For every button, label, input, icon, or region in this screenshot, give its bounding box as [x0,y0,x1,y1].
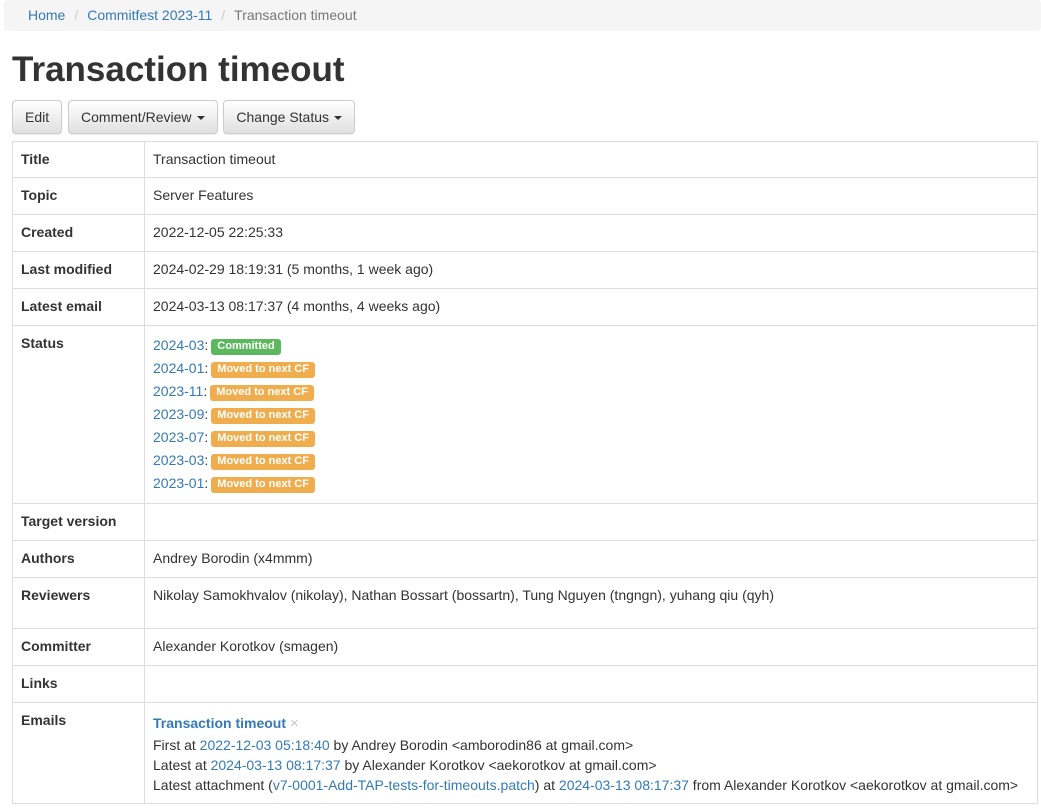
email-first-date-link[interactable]: 2022-12-03 05:18:40 [199,736,330,753]
status-badge: Moved to next CF [211,454,315,471]
email-attachment-line: Latest attachment (v7-0001-Add-TAP-tests… [153,775,1029,795]
table-row-status: Status 2024-03: Committed 2024-01: Moved t… [12,325,1038,505]
table-row-last-modified: Last modified 2024-02-29 18:19:31 (5 mon… [12,251,1038,290]
email-attachment-date-link[interactable]: 2024-03-13 08:17:37 [558,776,689,793]
table-row-target-version: Target version [12,503,1038,542]
colon: : [204,452,209,469]
table-row-reviewers: Reviewers Nikolay Samokhvalov (nikolay),… [12,577,1038,630]
email-attachment-mid: ) at [534,776,559,793]
row-value-target-version [144,503,1038,542]
cf-link[interactable]: 2023-01 [153,475,205,492]
email-thread-header: Transaction timeout × [153,713,1029,734]
table-row-emails: Emails Transaction timeout × First at 202… [12,702,1038,804]
status-entry: 2024-03: Committed [153,334,1029,357]
colon: : [204,429,209,446]
cf-link[interactable]: 2024-03 [153,337,205,354]
table-row-authors: Authors Andrey Borodin (x4mmm) [12,540,1038,579]
row-label-reviewers: Reviewers [12,577,145,630]
row-value-title: Transaction timeout [144,140,1038,179]
breadcrumb-home-link[interactable]: Home [28,6,66,23]
row-value-reviewers: Nikolay Samokhvalov (nikolay), Nathan Bo… [144,577,1038,630]
row-value-committer: Alexander Korotkov (smagen) [144,628,1038,667]
row-value-links [144,665,1038,704]
status-entry: 2023-11: Moved to next CF [153,380,1029,403]
table-row-title: Title Transaction timeout [12,140,1038,179]
toolbar: Edit Comment/Review Change Status [12,99,1029,134]
row-value-emails: Transaction timeout × First at 2022-12-03… [144,702,1038,804]
comment-review-button[interactable]: Comment/Review [68,99,218,134]
colon: : [204,475,209,492]
main-content: Transaction timeout Edit Comment/Review … [0,50,1041,804]
cf-link[interactable]: 2023-07 [153,429,205,446]
colon: : [204,360,209,377]
email-latest-line: Latest at 2024-03-13 08:17:37 by Alexand… [153,755,1029,775]
email-latest-prefix: Latest at [153,756,211,773]
page-title: Transaction timeout [12,50,345,89]
colon: : [203,383,208,400]
close-icon[interactable]: × [290,715,299,733]
status-entry: 2023-09: Moved to next CF [153,403,1029,426]
row-label-emails: Emails [12,702,145,804]
colon: : [204,406,209,423]
table-row-topic: Topic Server Features [12,177,1038,216]
cf-link[interactable]: 2023-11 [153,383,204,400]
row-label-latest-email: Latest email [12,288,145,327]
email-latest-date-link[interactable]: 2024-03-13 08:17:37 [210,756,341,773]
status-badge: Moved to next CF [210,385,314,402]
row-value-created: 2022-12-05 22:25:33 [144,214,1038,253]
change-status-label: Change Status [236,108,330,125]
row-value-status: 2024-03: Committed 2024-01: Moved to next … [144,325,1038,505]
edit-button[interactable]: Edit [12,99,63,134]
attachment-link[interactable]: v7-0001-Add-TAP-tests-for-timeouts.patch [272,776,535,793]
row-value-last-modified: 2024-02-29 18:19:31 (5 months, 1 week ag… [144,251,1038,290]
breadcrumb: Home / Commitfest 2023-11 / Transaction … [4,0,1041,31]
cf-link[interactable]: 2023-09 [153,406,205,423]
row-label-target-version: Target version [12,503,145,542]
status-badge: Moved to next CF [211,431,315,448]
status-entry: 2023-01: Moved to next CF [153,472,1029,495]
breadcrumb-current: Transaction timeout [234,6,357,23]
comment-review-label: Comment/Review [81,108,192,125]
table-row-created: Created 2022-12-05 22:25:33 [12,214,1038,253]
breadcrumb-commitfest-link[interactable]: Commitfest 2023-11 [87,6,213,23]
row-value-latest-email: 2024-03-13 08:17:37 (4 months, 4 weeks a… [144,288,1038,327]
caret-down-icon [196,115,205,120]
breadcrumb-separator: / [221,6,226,23]
email-thread-link[interactable]: Transaction timeout [153,715,287,732]
row-value-topic: Server Features [144,177,1038,216]
status-badge: Committed [211,339,281,356]
email-first-line: First at 2022-12-03 05:18:40 by Andrey B… [153,735,1029,755]
row-label-topic: Topic [12,177,145,216]
email-attachment-prefix: Latest attachment ( [153,776,273,793]
cf-link[interactable]: 2024-01 [153,360,205,377]
status-entry: 2024-01: Moved to next CF [153,357,1029,380]
table-row-committer: Committer Alexander Korotkov (smagen) [12,628,1038,667]
row-label-committer: Committer [12,628,145,667]
change-status-button[interactable]: Change Status [223,99,356,134]
patch-detail-table: Title Transaction timeout Topic Server F… [12,140,1038,804]
table-row-links: Links [12,665,1038,704]
row-label-links: Links [12,665,145,704]
status-badge: Moved to next CF [211,477,315,494]
email-attachment-author: from Alexander Korotkov <aekorotkov at g… [688,776,1019,793]
email-latest-author: by Alexander Korotkov <aekorotkov at gma… [340,756,657,773]
caret-down-icon [334,115,343,120]
row-label-title: Title [12,140,145,179]
row-value-authors: Andrey Borodin (x4mmm) [144,540,1038,579]
cf-link[interactable]: 2023-03 [153,452,205,469]
table-row-latest-email: Latest email 2024-03-13 08:17:37 (4 mont… [12,288,1038,327]
email-first-prefix: First at [153,736,200,753]
colon: : [204,337,209,354]
status-entry: 2023-03: Moved to next CF [153,449,1029,472]
breadcrumb-separator: / [74,6,79,23]
row-label-created: Created [12,214,145,253]
email-first-author: by Andrey Borodin <amborodin86 at gmail.… [329,736,634,753]
status-entry: 2023-07: Moved to next CF [153,426,1029,449]
row-label-last-modified: Last modified [12,251,145,290]
row-label-authors: Authors [12,540,145,579]
status-badge: Moved to next CF [211,408,315,425]
row-label-status: Status [12,325,145,505]
status-badge: Moved to next CF [211,362,315,379]
